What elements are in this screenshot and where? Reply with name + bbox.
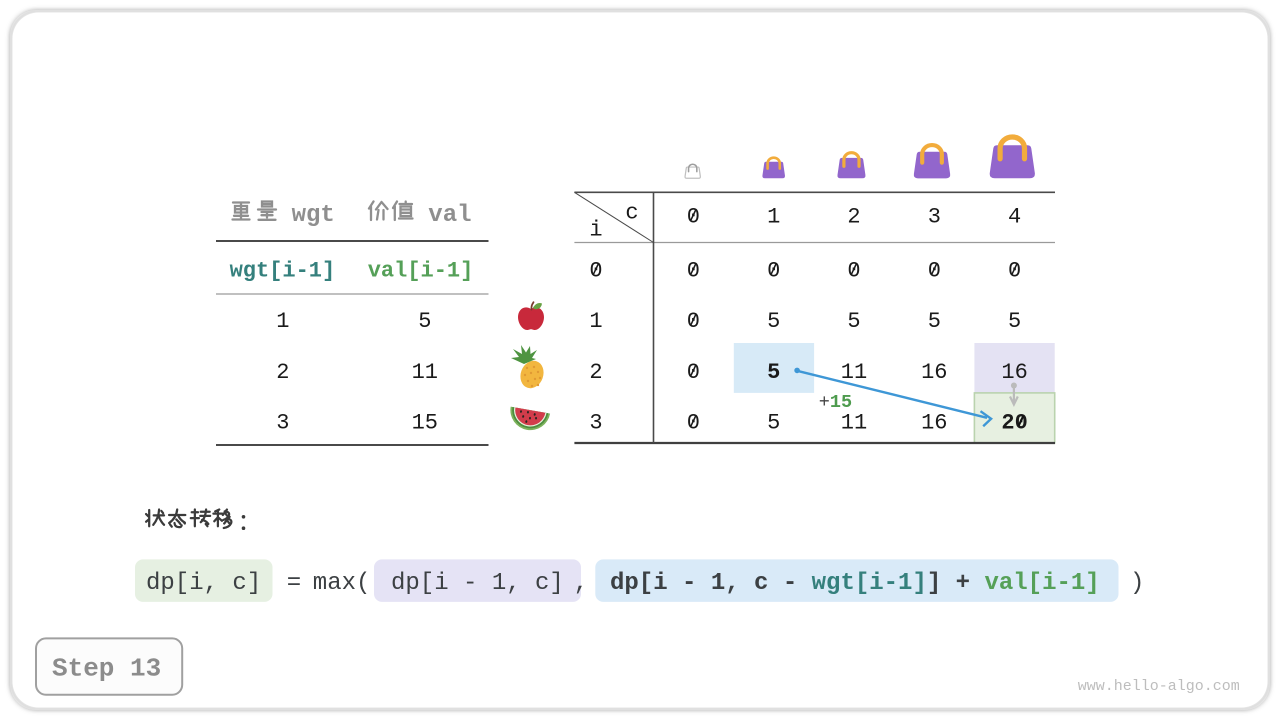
svg-text:www.hello-algo.com: www.hello-algo.com: [1078, 678, 1240, 695]
svg-text:c: c: [625, 201, 638, 226]
svg-text:5: 5: [847, 309, 860, 334]
svg-text:max(: max(: [313, 570, 371, 597]
svg-text:4: 4: [1008, 205, 1021, 230]
svg-text:wgt[i-1]: wgt[i-1]: [230, 259, 336, 284]
svg-text:0: 0: [1008, 259, 1021, 284]
svg-text:16: 16: [1001, 360, 1027, 385]
svg-text:5: 5: [767, 360, 780, 385]
svg-text:2: 2: [276, 360, 289, 385]
svg-text:1: 1: [767, 205, 780, 230]
svg-text:1: 1: [589, 309, 602, 334]
svg-text:0: 0: [687, 360, 700, 385]
svg-text:dp[i - 1, c]: dp[i - 1, c]: [391, 570, 564, 597]
svg-text:16: 16: [921, 411, 947, 436]
svg-text:i: i: [589, 218, 602, 243]
svg-text:15: 15: [412, 411, 438, 436]
svg-text:Step 13: Step 13: [52, 654, 161, 684]
svg-text:11: 11: [841, 411, 867, 436]
svg-text:+15: +15: [819, 392, 852, 413]
svg-text:0: 0: [687, 259, 700, 284]
svg-text:0: 0: [687, 411, 700, 436]
svg-text:val[i-1]: val[i-1]: [368, 259, 474, 284]
svg-text:dp[i - 1, c - wgt[i-1]] + val[: dp[i - 1, c - wgt[i-1]] + val[i-1]: [610, 570, 1100, 597]
svg-text:20: 20: [1001, 411, 1027, 436]
svg-text:): ): [1130, 570, 1144, 597]
svg-text:16: 16: [921, 360, 947, 385]
svg-text:0: 0: [928, 259, 941, 284]
svg-text:0: 0: [847, 259, 860, 284]
svg-text:3: 3: [276, 411, 289, 436]
svg-text:0: 0: [589, 259, 602, 284]
svg-text:5: 5: [928, 309, 941, 334]
svg-text:,: ,: [574, 570, 588, 597]
svg-text:5: 5: [418, 309, 431, 334]
svg-text:3: 3: [589, 411, 602, 436]
svg-text:0: 0: [767, 259, 780, 284]
svg-text:5: 5: [767, 309, 780, 334]
svg-text:1: 1: [276, 309, 289, 334]
svg-text:2: 2: [589, 360, 602, 385]
svg-text:11: 11: [412, 360, 438, 385]
svg-text:0: 0: [687, 309, 700, 334]
svg-text:11: 11: [841, 360, 867, 385]
svg-text:5: 5: [1008, 309, 1021, 334]
svg-text:dp[i, c]: dp[i, c]: [146, 570, 261, 597]
svg-text:wgt: wgt: [292, 202, 335, 229]
svg-text:3: 3: [928, 205, 941, 230]
svg-text:0: 0: [687, 205, 700, 230]
svg-text:val: val: [428, 202, 471, 229]
svg-text:=: =: [287, 570, 301, 597]
svg-text:2: 2: [847, 205, 860, 230]
svg-text:5: 5: [767, 411, 780, 436]
